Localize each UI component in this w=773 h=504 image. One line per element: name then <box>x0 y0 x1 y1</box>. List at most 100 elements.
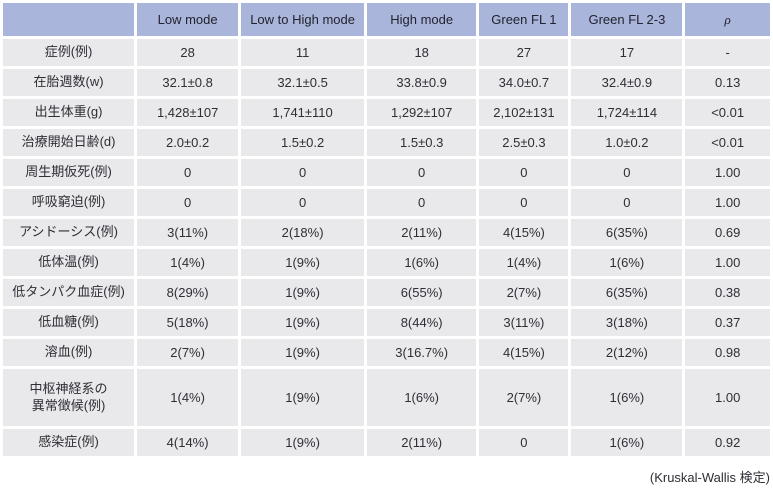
cell: 32.1±0.5 <box>241 69 364 96</box>
table-row-hypoproteinemia: 低タンパク血症(例) 8(29%) 1(9%) 6(55%) 2(7%) 6(3… <box>3 279 770 306</box>
row-label: アシドーシス(例) <box>3 219 135 246</box>
row-label: 症例(例) <box>3 39 135 66</box>
cell-p-value: 0.38 <box>685 279 770 306</box>
cell: 2(7%) <box>137 339 239 366</box>
header-low-mode: Low mode <box>137 3 239 36</box>
cell: 4(15%) <box>479 219 569 246</box>
cell-p-value: 0.13 <box>685 69 770 96</box>
row-label: 在胎週数(w) <box>3 69 135 96</box>
header-green-fl-2-3: Green FL 2-3 <box>571 3 683 36</box>
clinical-statistics-table: Low mode Low to High mode High mode Gree… <box>3 3 770 456</box>
cell: 0 <box>137 189 239 216</box>
cell: 33.8±0.9 <box>367 69 477 96</box>
row-label: 溶血(例) <box>3 339 135 366</box>
cell: 2,102±131 <box>479 99 569 126</box>
cell: 5(18%) <box>137 309 239 336</box>
cell: 32.1±0.8 <box>137 69 239 96</box>
cell: 0 <box>241 159 364 186</box>
cell: 1(4%) <box>137 369 239 426</box>
cell: 3(11%) <box>137 219 239 246</box>
table-row-acidosis: アシドーシス(例) 3(11%) 2(18%) 2(11%) 4(15%) 6(… <box>3 219 770 246</box>
table-row-perinatal-asphyxia: 周生期仮死(例) 0 0 0 0 0 1.00 <box>3 159 770 186</box>
header-high-mode: High mode <box>367 3 477 36</box>
cell: 2(11%) <box>367 429 477 456</box>
cell: 6(35%) <box>571 219 683 246</box>
cell-p-value: 1.00 <box>685 159 770 186</box>
row-label: 低体温(例) <box>3 249 135 276</box>
cell: 2.0±0.2 <box>137 129 239 156</box>
table-row-infection: 感染症(例) 4(14%) 1(9%) 2(11%) 0 1(6%) 0.92 <box>3 429 770 456</box>
row-label: 周生期仮死(例) <box>3 159 135 186</box>
cell: 1(9%) <box>241 339 364 366</box>
header-low-to-high-mode: Low to High mode <box>241 3 364 36</box>
cell: 2(18%) <box>241 219 364 246</box>
cell: 1(6%) <box>571 429 683 456</box>
cell: 1.0±0.2 <box>571 129 683 156</box>
header-empty-cell <box>3 3 135 36</box>
table-row-treatment-start-age: 治療開始日齢(d) 2.0±0.2 1.5±0.2 1.5±0.3 2.5±0.… <box>3 129 770 156</box>
row-label: 感染症(例) <box>3 429 135 456</box>
table-row-birth-weight: 出生体重(g) 1,428±107 1,741±110 1,292±107 2,… <box>3 99 770 126</box>
cell: 11 <box>241 39 364 66</box>
cell-p-value: 0.69 <box>685 219 770 246</box>
cell: 1(9%) <box>241 369 364 426</box>
cell-p-value: 0.92 <box>685 429 770 456</box>
cell: 0 <box>241 189 364 216</box>
cell: 2(7%) <box>479 369 569 426</box>
cell: 18 <box>367 39 477 66</box>
cell: 28 <box>137 39 239 66</box>
header-green-fl-1: Green FL 1 <box>479 3 569 36</box>
cell: 1(4%) <box>137 249 239 276</box>
table-row-respiratory-distress: 呼吸窮迫(例) 0 0 0 0 0 1.00 <box>3 189 770 216</box>
table-row-cases: 症例(例) 28 11 18 27 17 - <box>3 39 770 66</box>
row-label: 治療開始日齢(d) <box>3 129 135 156</box>
cell: 1(4%) <box>479 249 569 276</box>
table-row-cns-abnormal-signs: 中枢神経系の 異常徴候(例) 1(4%) 1(9%) 1(6%) 2(7%) 1… <box>3 369 770 426</box>
table-row-hypoglycemia: 低血糖(例) 5(18%) 1(9%) 8(44%) 3(11%) 3(18%)… <box>3 309 770 336</box>
row-label: 呼吸窮迫(例) <box>3 189 135 216</box>
cell: 34.0±0.7 <box>479 69 569 96</box>
cell-p-value: <0.01 <box>685 129 770 156</box>
cell: 3(16.7%) <box>367 339 477 366</box>
cell: 1,428±107 <box>137 99 239 126</box>
cell: 2(7%) <box>479 279 569 306</box>
cell: 1.5±0.2 <box>241 129 364 156</box>
cell: 1(6%) <box>367 369 477 426</box>
cell: 3(18%) <box>571 309 683 336</box>
cell: 0 <box>479 189 569 216</box>
cell-p-value: 1.00 <box>685 189 770 216</box>
row-label: 低タンパク血症(例) <box>3 279 135 306</box>
cell: 3(11%) <box>479 309 569 336</box>
cell-p-value: <0.01 <box>685 99 770 126</box>
header-row: Low mode Low to High mode High mode Gree… <box>3 3 770 36</box>
header-p-value: ρ <box>685 3 770 36</box>
cell: 0 <box>479 159 569 186</box>
cell: 1.5±0.3 <box>367 129 477 156</box>
cell: 4(15%) <box>479 339 569 366</box>
cell: 0 <box>479 429 569 456</box>
cell: 0 <box>137 159 239 186</box>
cell-p-value: 1.00 <box>685 369 770 426</box>
table-row-hemolysis: 溶血(例) 2(7%) 1(9%) 3(16.7%) 4(15%) 2(12%)… <box>3 339 770 366</box>
cell: 27 <box>479 39 569 66</box>
statistical-test-note: (Kruskal-Wallis 検定) <box>649 470 770 485</box>
cell: 1(6%) <box>571 249 683 276</box>
cell-p-value: - <box>685 39 770 66</box>
cell: 0 <box>367 159 477 186</box>
cell: 1,724±114 <box>571 99 683 126</box>
cell: 6(35%) <box>571 279 683 306</box>
cell-p-value: 0.98 <box>685 339 770 366</box>
cell: 32.4±0.9 <box>571 69 683 96</box>
cell: 17 <box>571 39 683 66</box>
row-label: 出生体重(g) <box>3 99 135 126</box>
cell: 1(9%) <box>241 249 364 276</box>
cell-p-value: 1.00 <box>685 249 770 276</box>
cell: 1(9%) <box>241 279 364 306</box>
cell: 8(44%) <box>367 309 477 336</box>
cell: 1(6%) <box>367 249 477 276</box>
row-label: 中枢神経系の 異常徴候(例) <box>3 369 135 426</box>
cell: 1(9%) <box>241 309 364 336</box>
cell: 8(29%) <box>137 279 239 306</box>
cell: 1,292±107 <box>367 99 477 126</box>
